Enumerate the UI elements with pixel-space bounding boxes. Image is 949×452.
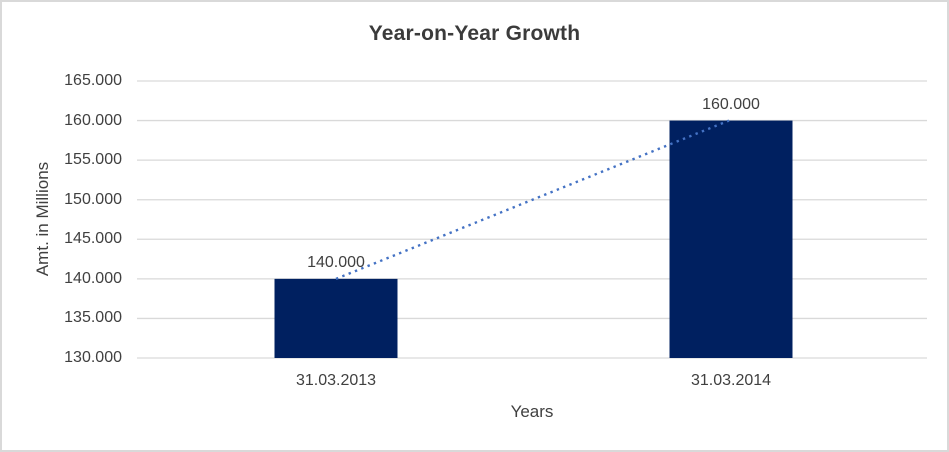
y-tick-label: 135.000 xyxy=(64,309,122,327)
y-tick-label: 140.000 xyxy=(64,269,122,287)
trendline xyxy=(335,119,730,280)
y-tick-label: 155.000 xyxy=(64,151,122,169)
bar-data-label: 140.000 xyxy=(307,253,365,271)
y-tick-label: 165.000 xyxy=(64,72,122,89)
bar xyxy=(274,278,398,358)
bar xyxy=(669,120,793,358)
y-tick-label: 145.000 xyxy=(64,230,122,248)
x-category-label: 31.03.2013 xyxy=(295,372,377,389)
y-tick-label: 150.000 xyxy=(64,190,122,208)
x-axis-title: Years xyxy=(510,402,554,421)
x-category-label: 31.03.2014 xyxy=(690,372,772,389)
y-tick-label: 160.000 xyxy=(64,111,122,129)
bar-data-label: 160.000 xyxy=(702,95,760,113)
chart-title: Year-on-Year Growth xyxy=(368,22,581,45)
y-axis-title: Amt. in Millions xyxy=(33,161,52,277)
y-tick-label: 130.000 xyxy=(64,349,122,366)
